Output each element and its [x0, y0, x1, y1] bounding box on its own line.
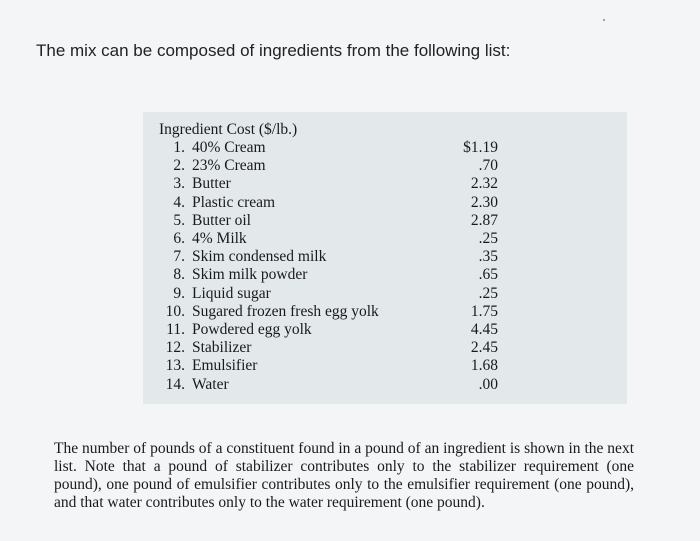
ingredient-name: Butter	[192, 175, 231, 193]
ingredient-name: 4% Milk	[192, 230, 247, 247]
ingredient-cost: .25	[478, 284, 498, 302]
row-number: 4.	[173, 193, 185, 211]
ingredient-name: Emulsifier	[192, 357, 258, 375]
intro-text: The mix can be composed of ingredients f…	[36, 41, 511, 60]
row-number: 12.	[165, 339, 185, 357]
row-number: 11.	[166, 321, 185, 338]
ingredient-cost: .35	[478, 248, 498, 266]
ingredient-name: Powdered egg yolk	[192, 321, 312, 338]
ingredient-name: 40% Cream	[192, 139, 266, 156]
table-row: 1. 40% Cream $1.19	[0, 139, 700, 157]
table-row: 2. 23% Cream .70	[0, 157, 700, 175]
row-number: 6.	[173, 230, 185, 247]
table-row: 11. Powdered egg yolk 4.45	[0, 321, 700, 339]
row-number: 9.	[173, 284, 185, 302]
row-number: 7.	[173, 248, 185, 266]
ingredient-cost: 2.87	[470, 211, 498, 229]
table-row: 10. Sugared frozen fresh egg yolk 1.75	[0, 303, 700, 321]
ingredient-name: Water	[192, 375, 229, 393]
ingredient-name: Stabilizer	[192, 339, 252, 357]
ingredient-cost: 4.45	[470, 321, 498, 338]
row-number: 2.	[173, 157, 185, 175]
ingredient-cost: 2.45	[470, 339, 498, 357]
ingredient-cost: $1.19	[463, 139, 498, 156]
ingredient-cost: 2.30	[470, 193, 498, 211]
ingredient-table-background	[143, 112, 627, 404]
table-row: 12. Stabilizer 2.45	[0, 339, 700, 357]
ingredient-name: Plastic cream	[192, 193, 276, 211]
ingredient-name: Sugared frozen fresh egg yolk	[192, 302, 379, 320]
row-number: 13.	[165, 357, 185, 375]
row-number: 5.	[173, 211, 185, 229]
ingredient-cost: 1.75	[470, 302, 498, 320]
table-header: Ingredient Cost ($/lb.)	[159, 121, 298, 138]
table-row: 3. Butter 2.32	[0, 175, 700, 193]
table-row: 13. Emulsifier 1.68	[0, 357, 700, 375]
row-number: 3.	[173, 175, 185, 193]
ingredient-cost: 2.32	[470, 175, 498, 193]
ingredient-cost: .70	[478, 157, 498, 175]
row-number: 8.	[173, 266, 185, 284]
table-row: 6. 4% Milk .25	[0, 230, 700, 248]
ingredient-cost: 1.68	[470, 357, 498, 375]
explanation-paragraph: The number of pounds of a constituent fo…	[54, 440, 634, 511]
table-row: 7. Skim condensed milk .35	[0, 248, 700, 266]
ingredient-name: 23% Cream	[192, 157, 266, 175]
table-row: 5. Butter oil 2.87	[0, 212, 700, 230]
row-number: 14.	[165, 375, 185, 393]
ingredient-cost: .65	[478, 266, 498, 284]
ingredient-cost: .25	[478, 230, 498, 247]
row-number: 1.	[173, 139, 185, 156]
table-row: 9. Liquid sugar .25	[0, 285, 700, 303]
table-row: 8. Skim milk powder .65	[0, 266, 700, 284]
ingredient-name: Liquid sugar	[192, 284, 271, 302]
table-row: 4. Plastic cream 2.30	[0, 194, 700, 212]
ingredient-name: Butter oil	[192, 211, 251, 229]
ingredient-name: Skim milk powder	[192, 266, 308, 284]
ingredient-cost: .00	[478, 375, 498, 393]
speck	[603, 19, 605, 21]
table-row: 14. Water .00	[0, 376, 700, 394]
row-number: 10.	[165, 302, 185, 320]
ingredient-name: Skim condensed milk	[192, 248, 327, 266]
